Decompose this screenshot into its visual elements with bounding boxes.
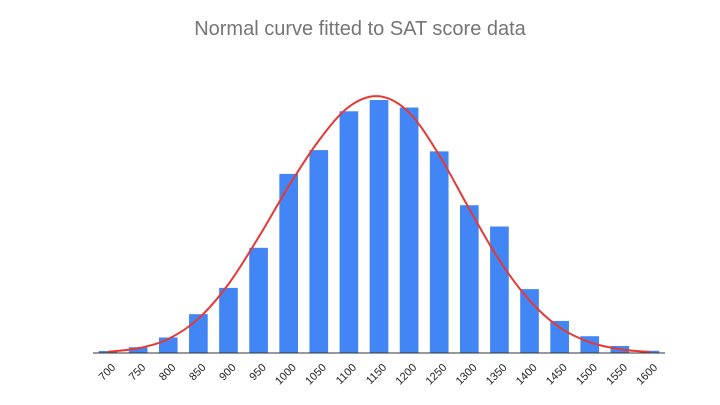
chart-title: Normal curve fitted to SAT score data [194,18,526,40]
normal-curve-line [107,95,651,353]
bar-1250 [429,151,449,353]
bar-1450 [550,320,569,353]
bar-1050 [309,150,329,353]
x-tick-label-1400: 1400 [514,362,540,388]
x-tick-label-1050: 1050 [303,362,329,388]
x-tick-label-800: 800 [157,362,178,383]
x-tick-label-700: 700 [97,362,118,383]
bar-900 [219,287,238,353]
bar-1100 [339,111,359,353]
x-tick-label-750: 750 [127,362,148,383]
x-tick-label-1500: 1500 [574,362,600,388]
bar-1400 [520,289,539,353]
x-tick-label-1000: 1000 [273,362,299,388]
x-tick-label-1600: 1600 [634,362,660,388]
bar-750 [128,347,148,353]
bar-700 [98,351,118,353]
bar-1000 [279,173,299,353]
x-tick-label-1450: 1450 [544,362,570,388]
x-tick-label-1350: 1350 [484,362,510,388]
x-tick-label-1550: 1550 [604,362,630,388]
x-tick-label-1150: 1150 [364,362,389,387]
x-tick-label-1300: 1300 [454,362,480,388]
bar-950 [249,247,268,353]
bars-layer [98,100,660,354]
bar-1300 [459,205,479,353]
x-tick-labels: 700 750 800 850 900 950 1000 1050 1100 1150 1200 12… [97,362,660,388]
bar-1350 [490,226,509,353]
bar-1150 [369,100,389,354]
x-tick-label-850: 850 [187,362,208,383]
x-tick-label-1200: 1200 [394,362,420,388]
x-tick-label-900: 900 [217,362,238,383]
x-tick-label-1100: 1100 [334,362,359,387]
x-tick-label-1250: 1250 [424,362,450,388]
x-tick-label-950: 950 [247,362,268,383]
bar-1200 [399,107,419,353]
